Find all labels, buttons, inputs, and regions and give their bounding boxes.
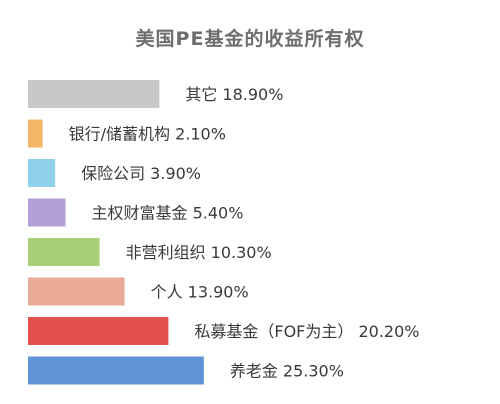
bar-label-2: 保险公司 3.90% bbox=[81, 164, 201, 183]
chart-title: 美国PE基金的收益所有权 bbox=[135, 28, 365, 50]
bar-label-1: 银行/储蓄机构 2.10% bbox=[69, 125, 226, 144]
bar-label-4: 非营利组织 10.30% bbox=[126, 243, 272, 262]
bar-4 bbox=[28, 238, 100, 266]
bar-1 bbox=[28, 119, 43, 148]
bar-label-6: 私募基金（FOF为主） 20.20% bbox=[194, 322, 419, 341]
bar-label-7: 养老金 25.30% bbox=[230, 362, 344, 381]
bar-2 bbox=[28, 159, 56, 187]
bar-6 bbox=[28, 317, 169, 345]
bar-label-3: 主权财富基金 5.40% bbox=[92, 204, 244, 223]
bar-5 bbox=[28, 277, 125, 306]
bar-0 bbox=[28, 80, 160, 108]
bar-3 bbox=[28, 198, 66, 227]
bar-7 bbox=[28, 356, 204, 385]
bar-label-5: 个人 13.90% bbox=[151, 283, 249, 302]
bar-label-0: 其它 18.90% bbox=[185, 85, 283, 104]
